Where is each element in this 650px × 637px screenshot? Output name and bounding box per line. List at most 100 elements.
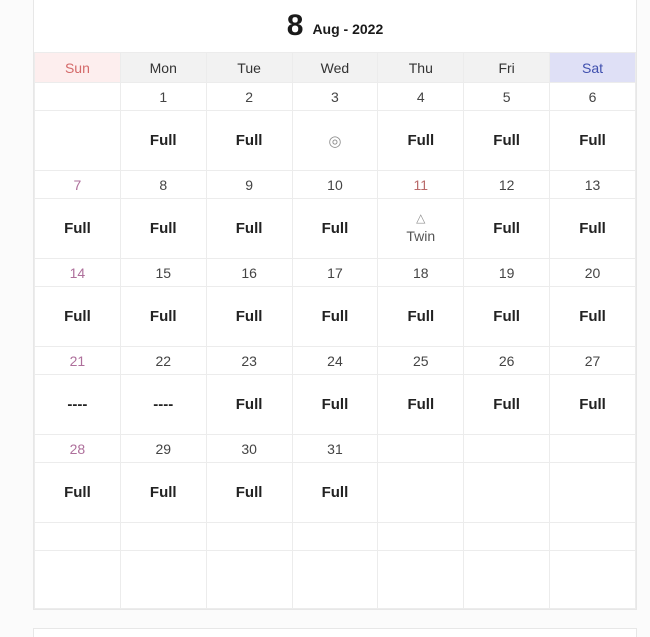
status-cell-20: Full — [549, 286, 636, 347]
status-cell-empty — [549, 550, 636, 609]
status-row-week-2: Full Full Full Full △ Twin Full Full — [34, 198, 636, 259]
status-cell-19: Full — [463, 286, 551, 347]
status-full-label: Full — [149, 484, 177, 501]
status-cell-27: Full — [549, 374, 636, 435]
status-cell-25: Full — [377, 374, 465, 435]
date-cell-16: 16 — [205, 258, 293, 287]
status-cell-9: Full — [205, 198, 293, 259]
status-full-label: Full — [64, 220, 91, 237]
status-cell-5: Full — [463, 110, 551, 171]
status-full-label: Full — [407, 132, 435, 149]
status-row-week-4: ---- ---- Full Full Full Full Full — [34, 374, 636, 435]
date-cell-15: 15 — [119, 258, 207, 287]
date-cell-4: 4 — [377, 82, 465, 111]
status-full-label: Full — [579, 132, 606, 149]
date-cell-21: 21 — [34, 346, 121, 375]
calendar-title: 8 Aug - 2022 — [34, 0, 636, 52]
status-full-label: Full — [149, 308, 177, 325]
status-cell-16: Full — [205, 286, 293, 347]
status-cell-21: ---- — [34, 374, 121, 435]
date-cell-empty — [291, 522, 379, 551]
availability-triangle-icon: △ — [416, 210, 426, 225]
date-cell-empty — [463, 434, 551, 463]
date-cell-12: 12 — [463, 170, 551, 199]
date-cell-13: 13 — [549, 170, 636, 199]
status-cell-12: Full — [463, 198, 551, 259]
date-cell-22: 22 — [119, 346, 207, 375]
date-cell-17: 17 — [291, 258, 379, 287]
date-cell-1: 1 — [119, 82, 207, 111]
status-cell-11[interactable]: △ Twin — [377, 198, 465, 259]
status-cell-empty — [463, 462, 551, 523]
date-cell-empty — [119, 522, 207, 551]
status-cell-14: Full — [34, 286, 121, 347]
status-cell-24: Full — [291, 374, 379, 435]
status-cell-22: ---- — [119, 374, 207, 435]
status-dash-label: ---- — [153, 396, 174, 413]
status-full-label: Full — [579, 396, 606, 413]
status-cell-2: Full — [205, 110, 293, 171]
status-full-label: Full — [493, 132, 520, 149]
title-month-year: Aug - 2022 — [312, 21, 384, 37]
status-full-label: Full — [407, 308, 435, 325]
status-full-label: Full — [493, 308, 520, 325]
status-cell-6: Full — [549, 110, 636, 171]
weekday-header-wed: Wed — [291, 52, 379, 83]
status-cell-empty — [205, 550, 293, 609]
weekday-header-mon: Mon — [119, 52, 207, 83]
date-cell-3: 3 — [291, 82, 379, 111]
date-cell-20: 20 — [549, 258, 636, 287]
status-cell-31: Full — [291, 462, 379, 523]
status-cell-empty — [119, 550, 207, 609]
status-cell-7: Full — [34, 198, 121, 259]
status-cell-26: Full — [463, 374, 551, 435]
date-cell-empty — [34, 82, 121, 111]
status-cell-4: Full — [377, 110, 465, 171]
status-full-label: Full — [321, 220, 349, 237]
status-cell-empty — [377, 462, 465, 523]
availability-circle-icon: ◎ — [328, 132, 342, 150]
status-row-week-5: Full Full Full Full — [34, 462, 636, 523]
date-cell-28: 28 — [34, 434, 121, 463]
date-cell-23: 23 — [205, 346, 293, 375]
status-full-label: Full — [321, 484, 349, 501]
status-full-label: Full — [407, 396, 435, 413]
status-cell-1: Full — [119, 110, 207, 171]
status-full-label: Full — [235, 220, 263, 237]
status-full-label: Full — [149, 220, 177, 237]
status-dash-label: ---- — [67, 396, 88, 413]
date-cell-18: 18 — [377, 258, 465, 287]
date-cell-7: 7 — [34, 170, 121, 199]
status-cell-18: Full — [377, 286, 465, 347]
weekday-header-fri: Fri — [463, 52, 551, 83]
date-cell-26: 26 — [463, 346, 551, 375]
status-cell-13: Full — [549, 198, 636, 259]
status-full-label: Full — [235, 308, 263, 325]
status-row-week-3: Full Full Full Full Full Full Full — [34, 286, 636, 347]
status-full-label: Full — [149, 132, 177, 149]
status-row-week-6 — [34, 550, 636, 609]
weekday-header-sat: Sat — [549, 52, 636, 83]
status-cell-3[interactable]: ◎ — [291, 110, 379, 171]
status-cell-17: Full — [291, 286, 379, 347]
weekday-header-sun: Sun — [34, 52, 121, 83]
status-cell-10: Full — [291, 198, 379, 259]
status-row-week-1: Full Full ◎ Full Full Full — [34, 110, 636, 171]
status-cell-8: Full — [119, 198, 207, 259]
status-cell-empty — [34, 110, 121, 171]
status-full-label: Full — [579, 308, 606, 325]
status-full-label: Full — [64, 484, 91, 501]
date-cell-empty — [463, 522, 551, 551]
status-full-label: Full — [493, 220, 520, 237]
calendar-grid: Sun Mon Tue Wed Thu Fri Sat 1 2 3 4 5 6 Full Full ◎ Ful… — [34, 52, 636, 609]
status-cell-empty — [463, 550, 551, 609]
date-cell-30: 30 — [205, 434, 293, 463]
title-day-number: 8 — [286, 9, 304, 42]
date-cell-14: 14 — [34, 258, 121, 287]
status-full-label: Full — [493, 396, 520, 413]
status-cell-empty — [34, 550, 121, 609]
status-cell-empty — [549, 462, 636, 523]
date-row-week-4: 21 22 23 24 25 26 27 — [34, 346, 636, 375]
status-cell-empty — [377, 550, 465, 609]
